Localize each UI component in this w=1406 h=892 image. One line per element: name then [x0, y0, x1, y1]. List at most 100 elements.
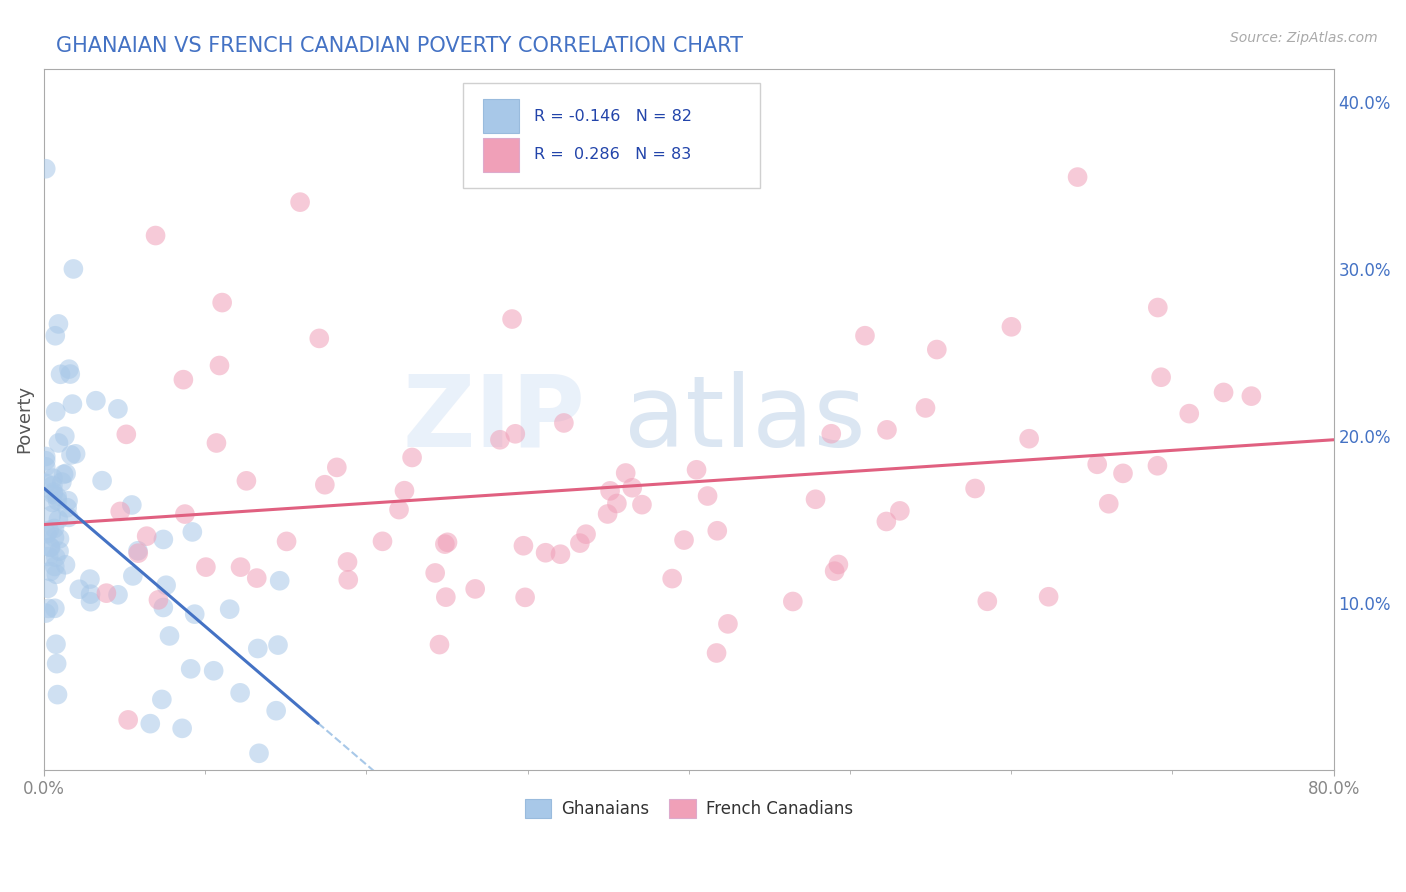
Point — [246, 571, 269, 585]
Point — [55, 558, 77, 572]
Point — [782, 594, 804, 608]
Point — [48, 532, 70, 546]
Point — [48, 436, 70, 450]
Point — [205, 436, 228, 450]
Point — [824, 564, 846, 578]
Point — [35, 526, 58, 541]
Point — [308, 331, 330, 345]
Point — [326, 460, 349, 475]
Point — [247, 747, 270, 761]
Point — [37, 582, 59, 596]
Point — [59, 367, 82, 381]
Point — [401, 450, 423, 465]
Point — [1150, 370, 1173, 384]
Point — [276, 534, 298, 549]
Point — [550, 547, 572, 561]
Point — [673, 533, 696, 547]
Point — [235, 474, 257, 488]
Point — [42, 478, 65, 492]
Point — [568, 536, 591, 550]
Point — [35, 454, 58, 468]
Point — [38, 549, 60, 564]
Point — [914, 401, 936, 415]
Point — [183, 607, 205, 621]
Point — [79, 572, 101, 586]
Point — [853, 328, 876, 343]
Point — [288, 195, 311, 210]
Point — [62, 397, 84, 411]
Point — [127, 546, 149, 560]
Point — [46, 490, 69, 504]
Point — [39, 540, 62, 554]
Point — [135, 529, 157, 543]
Point — [56, 493, 79, 508]
Point — [436, 535, 458, 549]
Point — [45, 657, 67, 671]
Point — [45, 405, 67, 419]
Text: GHANAIAN VS FRENCH CANADIAN POVERTY CORRELATION CHART: GHANAIAN VS FRENCH CANADIAN POVERTY CORR… — [56, 36, 744, 55]
Point — [41, 495, 63, 509]
Point — [706, 646, 728, 660]
Text: Source: ZipAtlas.com: Source: ZipAtlas.com — [1230, 31, 1378, 45]
Point — [246, 641, 269, 656]
Point — [827, 558, 849, 572]
Point — [706, 524, 728, 538]
Point — [35, 459, 58, 474]
Point — [876, 423, 898, 437]
Point — [48, 317, 70, 331]
Point — [139, 716, 162, 731]
Point — [148, 592, 170, 607]
Point — [35, 606, 58, 620]
Point — [1000, 319, 1022, 334]
Point — [464, 582, 486, 596]
Point — [1178, 407, 1201, 421]
Point — [371, 534, 394, 549]
Point — [181, 524, 204, 539]
Point — [512, 539, 534, 553]
Point — [35, 476, 58, 491]
Point — [1146, 458, 1168, 473]
Point — [804, 492, 827, 507]
Point — [62, 262, 84, 277]
Point — [1066, 170, 1088, 185]
Point — [717, 616, 740, 631]
Point — [152, 600, 174, 615]
Point — [696, 489, 718, 503]
Point — [965, 482, 987, 496]
FancyBboxPatch shape — [463, 83, 759, 188]
Point — [1038, 590, 1060, 604]
Point — [44, 601, 66, 615]
Point — [84, 393, 107, 408]
Point — [267, 638, 290, 652]
Point — [553, 416, 575, 430]
Point — [41, 508, 63, 523]
Point — [65, 447, 87, 461]
Point — [434, 590, 457, 604]
Point — [121, 569, 143, 583]
Point — [49, 368, 72, 382]
Point — [631, 498, 654, 512]
Point — [44, 559, 66, 574]
Point — [336, 555, 359, 569]
Point — [45, 637, 67, 651]
Point — [159, 629, 181, 643]
Point — [264, 704, 287, 718]
Point — [55, 467, 77, 481]
Point — [202, 664, 225, 678]
Point — [596, 507, 619, 521]
Point — [44, 531, 66, 545]
Point — [56, 500, 79, 515]
Point — [79, 587, 101, 601]
Point — [820, 426, 842, 441]
FancyBboxPatch shape — [482, 138, 519, 171]
Point — [229, 560, 252, 574]
Point — [108, 504, 131, 518]
Point — [425, 566, 447, 580]
Point — [174, 507, 197, 521]
Point — [889, 504, 911, 518]
Point — [58, 510, 80, 524]
Point — [35, 161, 58, 176]
Point — [155, 578, 177, 592]
Point — [575, 527, 598, 541]
Point — [145, 228, 167, 243]
